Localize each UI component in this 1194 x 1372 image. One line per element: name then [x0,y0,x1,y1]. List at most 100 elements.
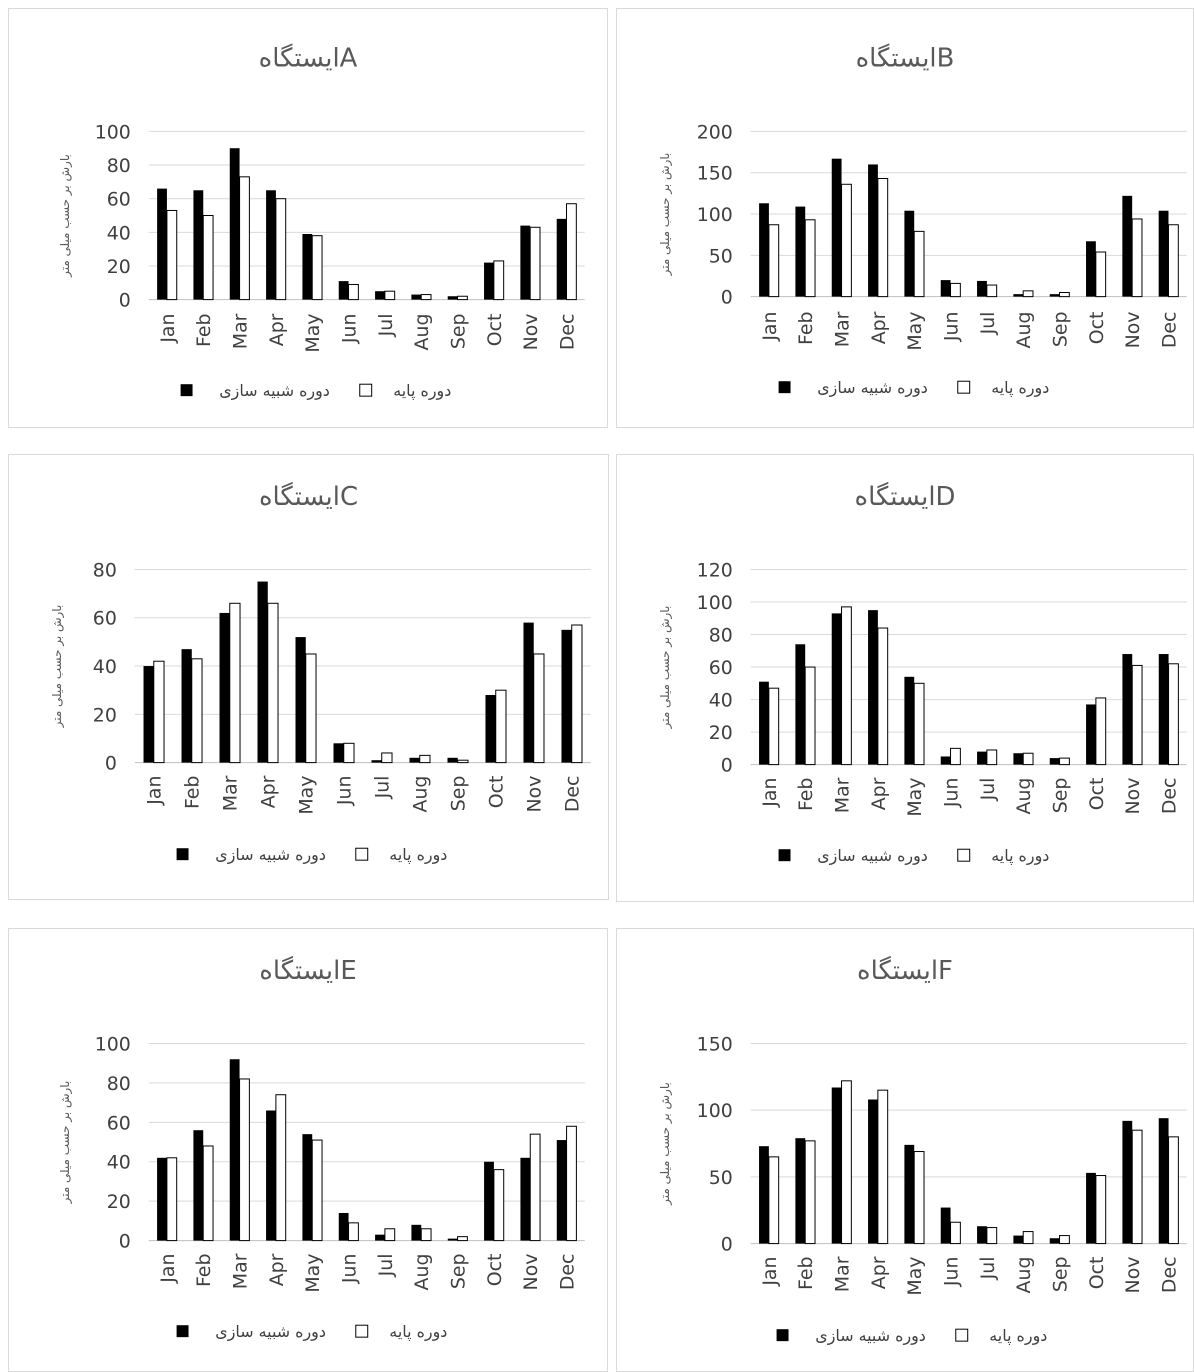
bar-simulation [157,1157,167,1241]
bar-baseline [877,178,889,298]
x-tick-label: Nov [1122,778,1144,815]
x-tick-label: Mar [832,1256,854,1292]
x-tick-label: Aug [411,1254,433,1291]
x-tick-label: May [904,1257,926,1296]
bar-baseline [457,295,468,301]
bar-baseline [202,1145,214,1242]
x-tick-label: Jun [334,776,356,807]
bar-baseline [1022,752,1034,766]
x-tick-label: Mar [832,311,854,347]
bar-simulation [759,681,769,765]
y-tick-label: 60 [709,657,733,679]
x-tick-label: Oct [484,1254,506,1287]
chart-title: ایستگاهF [857,955,953,986]
bar-baseline [841,606,852,766]
x-tick-label: Nov [520,1254,542,1291]
y-tick-label: 20 [107,256,131,278]
bar-simulation [143,666,154,763]
y-tick-label: 120 [697,559,733,581]
bar-simulation [831,613,842,765]
x-tick-label: Aug [1013,312,1035,349]
x-tick-label: Jan [157,314,179,344]
bar-baseline [419,754,431,764]
bar-baseline [1022,1231,1034,1245]
bar-simulation [338,281,349,300]
bar-simulation [257,581,268,763]
bar-simulation [193,190,204,300]
legend-label-baseline: دوره پایه [989,1326,1047,1346]
bar-simulation [1122,195,1133,297]
bar-baseline [1095,1175,1107,1245]
y-tick-label: 150 [697,1033,733,1055]
x-tick-label: Dec [1159,778,1181,815]
bar-simulation [940,756,951,765]
x-tick-label: Apr [258,775,280,808]
bar-simulation [1086,704,1096,765]
bar-baseline [495,689,507,764]
x-tick-label: Feb [795,778,817,811]
legend-swatch-baseline [957,848,971,862]
x-tick-label: Mar [832,777,854,813]
bar-baseline [804,219,816,298]
bar-baseline [1059,291,1070,298]
x-tick-label: May [296,776,318,815]
chart-title: ایستگاهB [856,43,955,74]
y-tick-label: 50 [709,245,733,267]
legend-label-baseline: دوره پایه [991,378,1049,398]
bar-baseline [566,1125,577,1242]
bar-simulation [561,629,572,763]
x-tick-label: May [302,1254,324,1293]
y-tick-label: 60 [107,1112,131,1134]
y-tick-label: 80 [107,1073,131,1095]
bar-baseline [420,294,432,301]
legend-swatch-simulation [778,849,791,862]
x-tick-label: Dec [562,776,584,813]
bar-baseline [804,666,816,766]
chart-panel-b: ایستگاهB 0 50 100 150 200 بارش بر حسب میلی متر… [616,8,1194,428]
bar-simulation [411,294,422,300]
legend-swatch-baseline [355,847,369,861]
legend-label-baseline: دوره پایه [393,381,451,401]
chart-svg: ایستگاهE 0 20 40 60 80 100 بارش بر حسب میلی متر… [58,955,585,1342]
bar-simulation [977,751,987,765]
y-tick-label: 80 [709,624,733,646]
bar-simulation [1013,294,1024,297]
chart-svg: ایستگاهB 0 50 100 150 200 بارش بر حسب میلی متر… [658,43,1187,398]
legend-label-simulation: دوره شبیه سازی [815,1326,926,1346]
bar-simulation [375,1234,385,1241]
bar-simulation [1049,1238,1060,1244]
bar-simulation [868,1099,878,1244]
x-tick-label: Aug [410,776,432,813]
legend: دوره شبیه سازی دوره پایه [778,378,1049,398]
y-tick-label: 20 [107,1191,131,1213]
x-tick-label: Jul [372,776,394,800]
legend-label-simulation: دوره شبیه سازی [215,1322,326,1342]
y-tick-label: 40 [107,222,131,244]
bar-simulation [795,206,806,297]
bar-baseline [166,1157,178,1242]
bar-baseline [348,283,359,301]
y-tick-label: 60 [107,189,131,211]
x-tick-label: Sep [448,776,470,812]
chart-title: ایستگاهD [855,481,956,512]
y-tick-label: 0 [119,1231,131,1253]
bar-baseline [311,1139,323,1242]
x-tick-label: Jun [941,778,963,809]
bar-simulation [795,1138,806,1244]
chart-panel-c: ایستگاهC 0 20 40 60 80 بارش بر حسب میلی متر Jan… [8,454,609,900]
bar-baseline [493,1169,505,1242]
bar-simulation [904,1144,915,1244]
bar-simulation [1086,1172,1096,1244]
bar-simulation [333,743,344,763]
bar-baseline [950,747,961,766]
x-tick-label: Feb [193,1254,215,1287]
bar-simulation [193,1130,204,1241]
x-tick-label: Aug [411,314,433,351]
x-tick-label: Jul [977,312,999,336]
bar-simulation [759,1146,769,1244]
bar-simulation [266,190,276,300]
x-tick-label: Aug [1013,778,1035,815]
bar-baseline [1095,251,1107,298]
x-tick-label: Dec [556,314,578,351]
y-axis-label: بارش بر حسب میلی متر [658,153,673,277]
